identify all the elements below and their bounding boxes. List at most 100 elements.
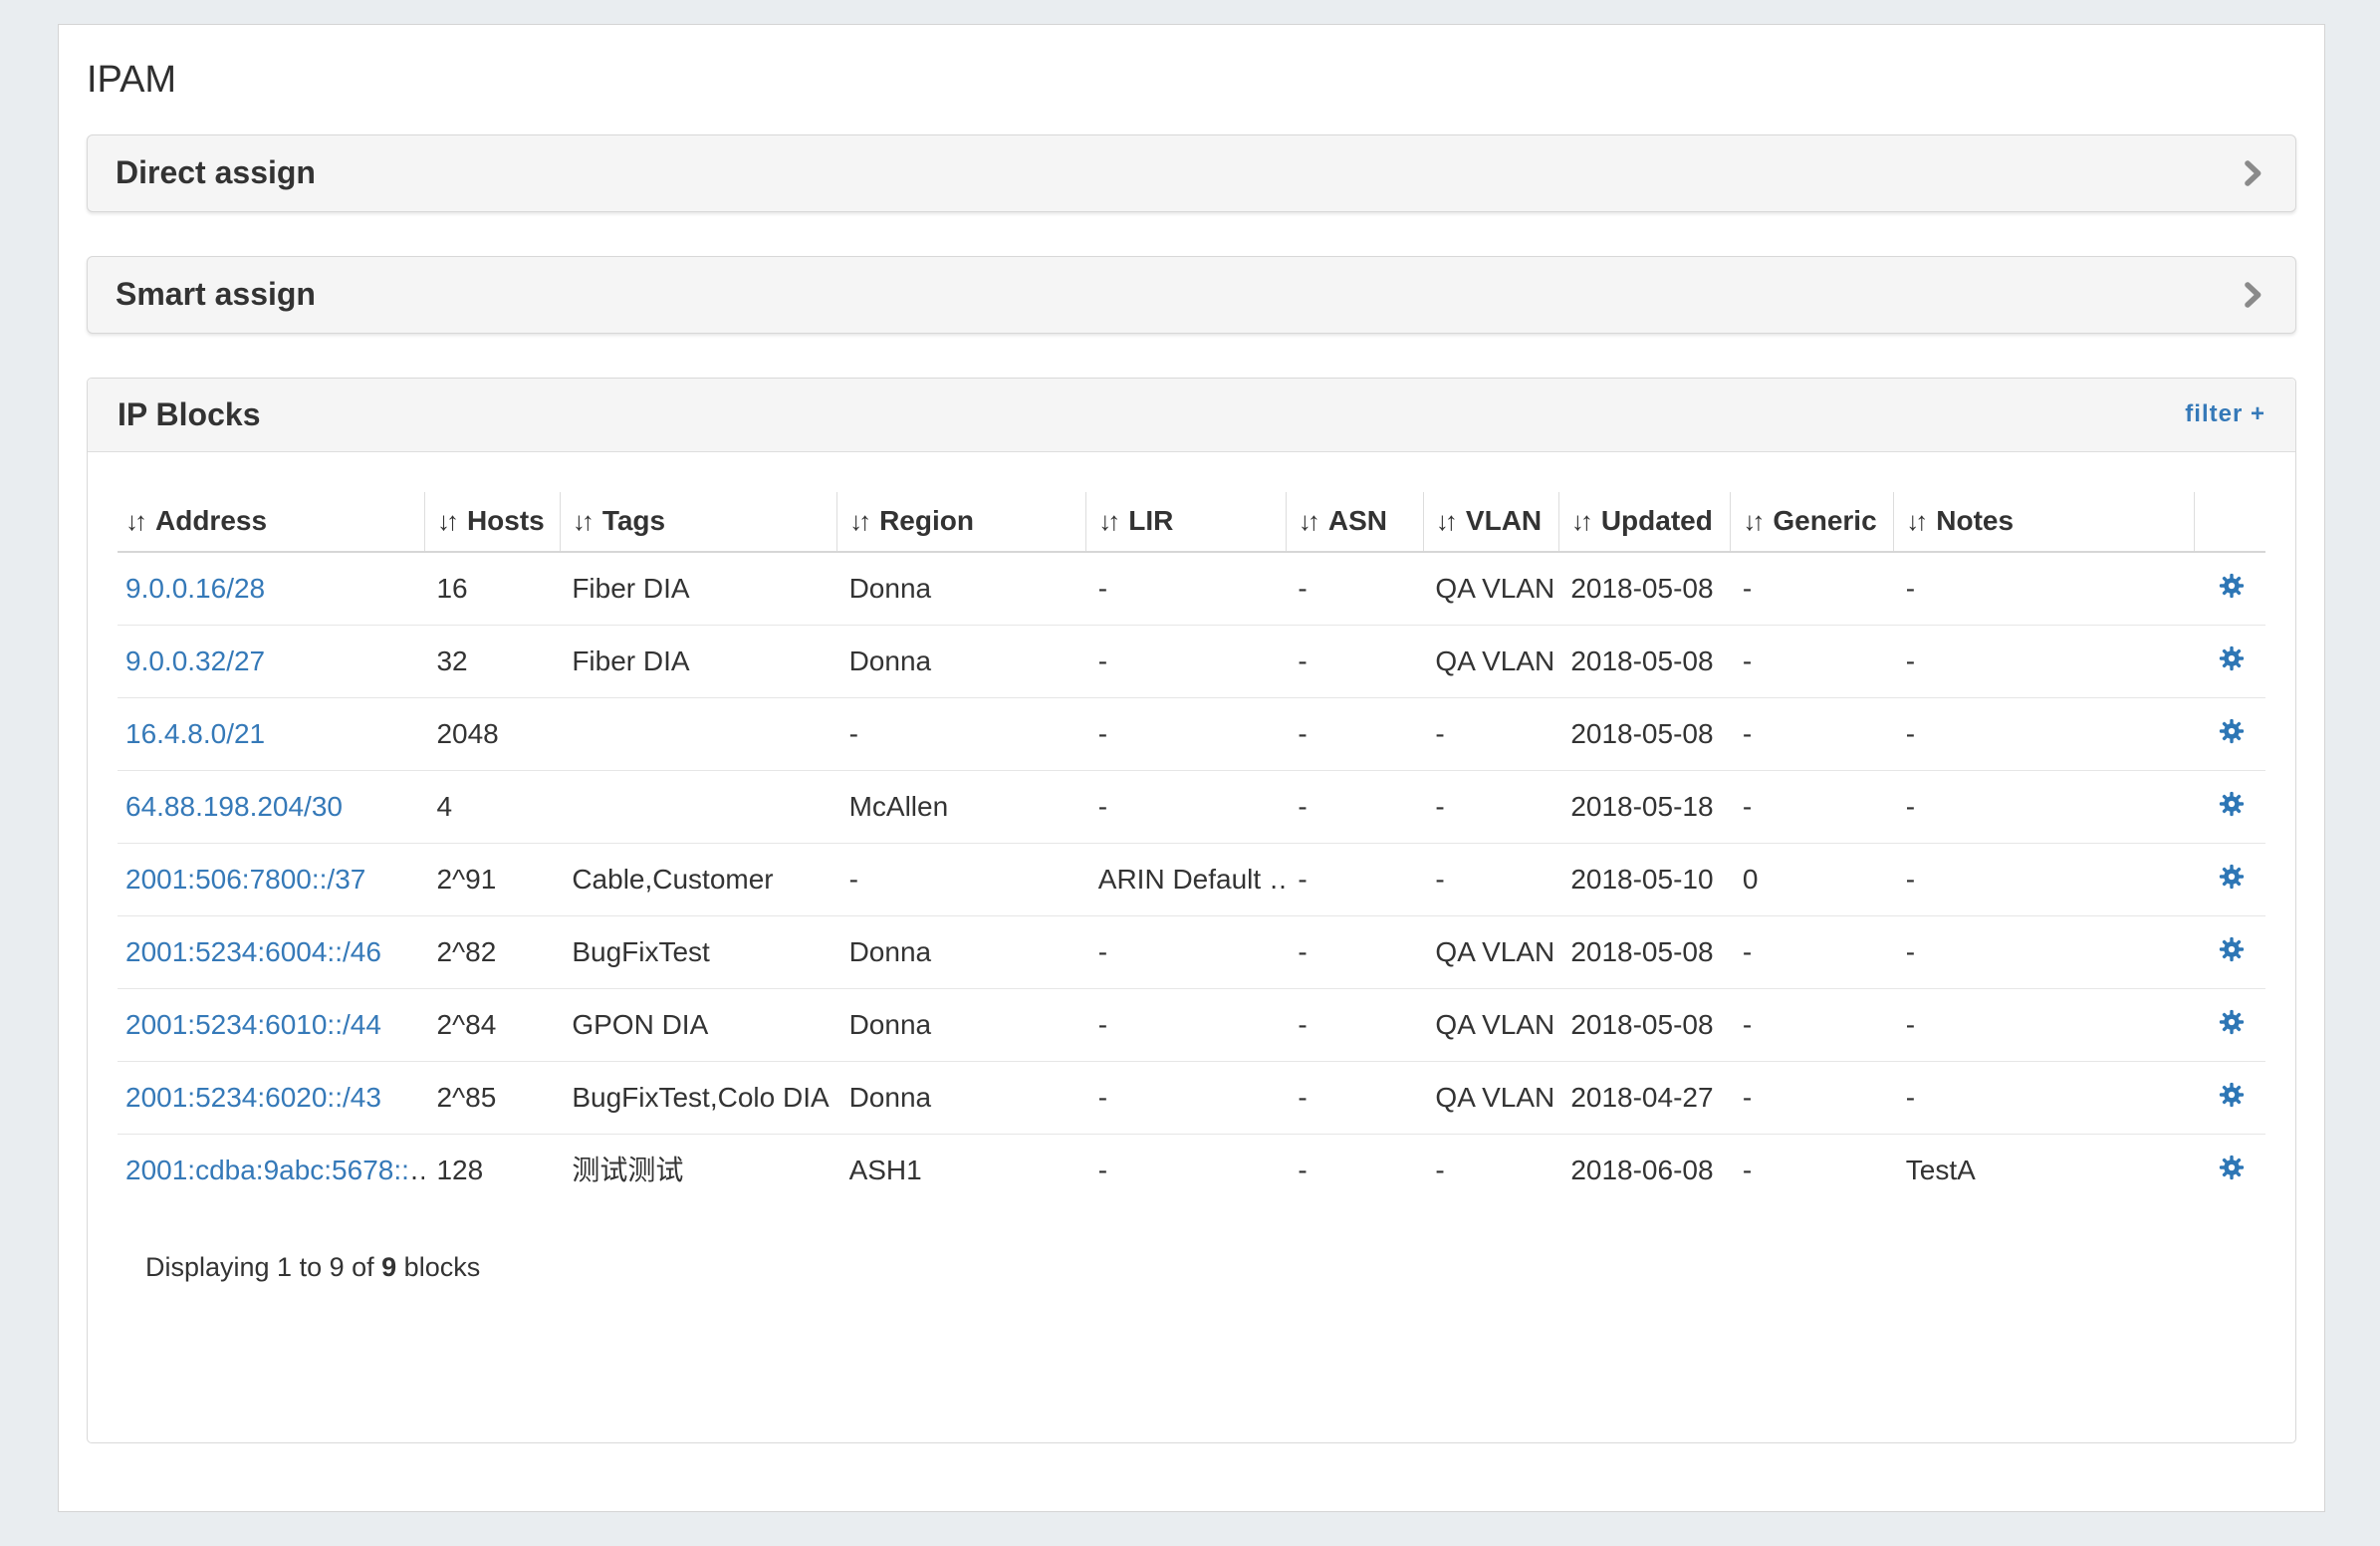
filter-toggle-link[interactable]: filter + bbox=[2185, 400, 2265, 428]
cell-updated: 2018-05-08 bbox=[1558, 696, 1731, 771]
table-row: 2001:5234:6010::/44 2^84 GPON DIA Donna … bbox=[118, 987, 2265, 1062]
cell-hosts: 32 bbox=[424, 624, 561, 698]
chevron-right-icon bbox=[2238, 280, 2267, 310]
gear-icon[interactable] bbox=[2218, 935, 2246, 963]
cell-notes: - bbox=[1893, 914, 2195, 989]
cell-region: McAllen bbox=[836, 769, 1086, 844]
column-header-vlan[interactable]: ↓↑ VLAN bbox=[1422, 491, 1559, 553]
table-row: 16.4.8.0/21 2048 - - - - 2018-05-08 - - bbox=[118, 696, 2265, 771]
cell-lir: - bbox=[1085, 769, 1287, 844]
column-header-tags[interactable]: ↓↑ Tags bbox=[559, 491, 837, 553]
address-link[interactable]: 2001:5234:6004::/46 bbox=[125, 936, 381, 968]
chevron-right-icon bbox=[2238, 158, 2267, 188]
cell-actions bbox=[2194, 914, 2265, 989]
cell-address: 9.0.0.32/27 bbox=[118, 624, 425, 698]
column-header-hosts[interactable]: ↓↑ Hosts bbox=[423, 491, 561, 553]
address-link[interactable]: 64.88.198.204/30 bbox=[125, 791, 343, 823]
cell-actions bbox=[2194, 987, 2265, 1062]
table-row: 2001:5234:6020::/43 2^85 BugFixTest,Colo… bbox=[118, 1060, 2265, 1135]
cell-vlan: QA VLAN bbox=[1423, 914, 1559, 989]
cell-updated: 2018-05-08 bbox=[1570, 573, 1714, 605]
cell-vlan: QA VLAN bbox=[1423, 987, 1559, 1062]
cell-generic: - bbox=[1742, 573, 1753, 605]
cell-region: Donna bbox=[848, 573, 932, 605]
ipam-card: IPAM Direct assign Smart assign IP Block… bbox=[58, 24, 2325, 1512]
cell-generic: 0 bbox=[1730, 842, 1894, 916]
gear-icon[interactable] bbox=[2218, 863, 2246, 891]
sort-icon: ↓↑ bbox=[1298, 505, 1320, 536]
address-ellipsis: … bbox=[409, 1155, 425, 1185]
column-header-label: Updated bbox=[1600, 504, 1713, 536]
cell-asn: - bbox=[1286, 696, 1424, 771]
column-header-label: Generic bbox=[1773, 504, 1877, 536]
gear-icon[interactable] bbox=[2218, 1154, 2246, 1181]
column-header-notes[interactable]: ↓↑ Notes bbox=[1893, 491, 2195, 553]
cell-address: 2001:5234:6010::/44 bbox=[118, 987, 425, 1062]
sort-icon: ↓↑ bbox=[1743, 505, 1765, 536]
ip-blocks-title: IP Blocks bbox=[118, 395, 261, 432]
sort-icon: ↓↑ bbox=[572, 505, 595, 536]
gear-icon[interactable] bbox=[2218, 1008, 2246, 1036]
cell-notes: TestA bbox=[1893, 1133, 2195, 1206]
cell-notes: - bbox=[1893, 987, 2195, 1062]
address-link[interactable]: 2001:5234:6020::/43 bbox=[125, 1082, 381, 1114]
column-header-updated[interactable]: ↓↑ Updated bbox=[1557, 491, 1731, 553]
cell-generic: - bbox=[1730, 1133, 1894, 1206]
cell-actions bbox=[2194, 696, 2265, 771]
cell-address: 9.0.0.16/28 bbox=[118, 552, 424, 626]
cell-vlan: QA VLAN bbox=[1423, 1060, 1559, 1135]
column-header-generic[interactable]: ↓↑ Generic bbox=[1730, 491, 1894, 553]
cell-address: 2001:cdba:9abc:5678::… bbox=[118, 1133, 425, 1206]
gear-icon[interactable] bbox=[2218, 717, 2246, 745]
table-footer: Displaying 1 to 9 of 9 blocks bbox=[145, 1252, 2265, 1283]
table-row: 9.0.0.16/28 16 Fiber DIA Donna - - QA VL… bbox=[118, 552, 2265, 626]
ip-blocks-panel-heading: IP Blocks filter + bbox=[88, 378, 2295, 452]
sort-icon: ↓↑ bbox=[849, 505, 871, 536]
gear-icon[interactable] bbox=[2218, 790, 2246, 818]
address-link[interactable]: 9.0.0.16/28 bbox=[125, 573, 266, 605]
gear-icon[interactable] bbox=[2218, 572, 2246, 600]
cell-actions bbox=[2194, 1133, 2265, 1206]
cell-generic: - bbox=[1730, 1060, 1894, 1135]
cell-address: 2001:5234:6020::/43 bbox=[118, 1060, 425, 1135]
gear-icon[interactable] bbox=[2218, 644, 2246, 672]
cell-generic: - bbox=[1730, 624, 1894, 698]
address-link[interactable]: 9.0.0.32/27 bbox=[125, 645, 266, 677]
cell-tags bbox=[560, 696, 837, 771]
address-link[interactable]: 2001:506:7800::/37 bbox=[125, 864, 366, 896]
column-header-lir[interactable]: ↓↑ LIR bbox=[1085, 491, 1287, 553]
direct-assign-panel[interactable]: Direct assign bbox=[87, 133, 2296, 212]
cell-updated: 2018-05-08 bbox=[1558, 914, 1731, 989]
cell-lir: - bbox=[1085, 1133, 1287, 1206]
cell-region: - bbox=[836, 842, 1086, 916]
column-header-label: Tags bbox=[601, 504, 666, 536]
cell-actions bbox=[2194, 769, 2265, 844]
table-row: 9.0.0.32/27 32 Fiber DIA Donna - - QA VL… bbox=[118, 624, 2265, 698]
cell-asn: - bbox=[1286, 987, 1424, 1062]
address-link[interactable]: 2001:5234:6010::/44 bbox=[125, 1009, 381, 1041]
cell-updated: 2018-05-18 bbox=[1558, 769, 1731, 844]
cell-notes: - bbox=[1905, 573, 1916, 605]
column-header-asn[interactable]: ↓↑ ASN bbox=[1285, 491, 1424, 553]
column-header-address[interactable]: ↓↑ Address bbox=[118, 491, 425, 553]
smart-assign-panel[interactable]: Smart assign bbox=[87, 255, 2296, 334]
sort-icon: ↓↑ bbox=[436, 505, 459, 536]
cell-region: ASH1 bbox=[836, 1133, 1086, 1206]
table-row: 2001:506:7800::/37 2^91 Cable,Customer -… bbox=[118, 842, 2265, 916]
cell-tags: Cable,Customer bbox=[560, 842, 837, 916]
cell-region: Donna bbox=[836, 1060, 1086, 1135]
column-header-label: Hosts bbox=[466, 504, 545, 536]
cell-vlan: QA VLAN bbox=[1435, 573, 1555, 605]
gear-icon[interactable] bbox=[2218, 1081, 2246, 1109]
address-link[interactable]: 2001:cdba:9abc:5678:: bbox=[125, 1155, 409, 1186]
table-header-row: ↓↑ Address ↓↑ Hosts ↓↑ Tags ↓↑ Region ↓↑ LIR ↓↑ ASN… bbox=[118, 491, 2265, 553]
address-link[interactable]: 16.4.8.0/21 bbox=[125, 718, 266, 750]
footer-prefix: Displaying 1 to 9 of bbox=[145, 1251, 382, 1282]
sort-icon: ↓↑ bbox=[1435, 505, 1458, 536]
cell-generic: - bbox=[1730, 987, 1894, 1062]
cell-region: Donna bbox=[836, 624, 1086, 698]
cell-asn: - bbox=[1298, 573, 1308, 605]
column-header-region[interactable]: ↓↑ Region bbox=[836, 491, 1086, 553]
cell-asn: - bbox=[1286, 624, 1424, 698]
cell-vlan: - bbox=[1423, 696, 1559, 771]
